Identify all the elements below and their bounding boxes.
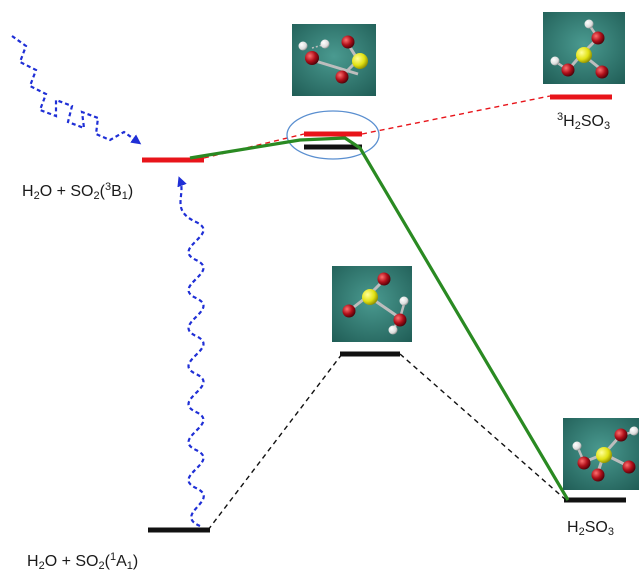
singlet-path-dashed-left bbox=[207, 353, 343, 531]
label-triplet-product: 3H2SO3 bbox=[557, 111, 611, 132]
molecule-image-triplet-product bbox=[543, 12, 625, 84]
transition-state-highlight bbox=[286, 110, 380, 160]
label-reactants-triplet: H2O + SO2(3B1) bbox=[22, 181, 134, 202]
reaction-path bbox=[189, 136, 570, 501]
molecule-image-singlet-product bbox=[563, 418, 639, 490]
incoming-photon-arrow bbox=[11, 35, 142, 145]
molecule-image-singlet-ts bbox=[332, 266, 412, 342]
singlet-path-dashed-right bbox=[399, 353, 567, 501]
excitation-arrow bbox=[177, 176, 205, 528]
molecule-image-triplet-ts bbox=[292, 24, 376, 96]
label-singlet-product: H2SO3 bbox=[567, 519, 614, 538]
label-reactants-singlet: H2O + SO2(1A1) bbox=[27, 551, 139, 572]
